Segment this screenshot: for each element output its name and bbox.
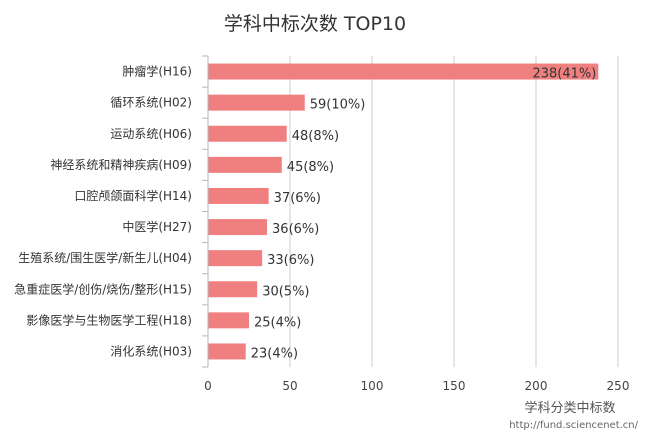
data-label: 45(8%) — [287, 160, 334, 175]
bar — [208, 156, 282, 173]
bar — [208, 312, 249, 329]
y-tick-label: 运动系统(H06) — [110, 127, 192, 141]
bar — [208, 281, 258, 298]
data-label: 59(10%) — [310, 98, 366, 113]
y-tick-label: 急重症医学/创伤/烧伤/整形(H15) — [14, 281, 192, 296]
x-tick-label: 0 — [204, 379, 212, 393]
x-tick-label: 100 — [361, 379, 384, 393]
y-axis — [202, 55, 209, 368]
source-url: http://fund.sciencenet.cn/ — [509, 420, 638, 431]
y-tick-label: 影像医学与生物医学工程(H18) — [26, 312, 192, 327]
y-tick-label: 生殖系统/围生医学/新生儿(H04) — [18, 250, 192, 265]
x-axis-ticks: 0 50 100 150 200 250 — [204, 379, 629, 393]
bar — [208, 187, 269, 204]
y-tick-label: 神经系统和精神疾病(H09) — [50, 157, 192, 172]
value-labels: 238(41%) 59(10%) 48(8%) 45(8%) 37(6%) 36(6%) 3… — [251, 67, 597, 362]
bar — [208, 343, 246, 360]
bar — [208, 250, 263, 267]
bar — [208, 94, 305, 111]
data-label: 36(6%) — [272, 222, 319, 237]
data-label: 33(6%) — [267, 253, 314, 268]
bars — [208, 63, 599, 360]
y-axis-labels: 肿瘤学(H16) 循环系统(H02) 运动系统(H06) 神经系统和精神疾病(H09)… — [14, 64, 192, 359]
x-tick-label: 50 — [282, 379, 297, 393]
y-tick-label: 口腔颅颌面科学(H14) — [74, 188, 192, 203]
y-tick-label: 消化系统(H03) — [110, 344, 192, 358]
grid-lines — [289, 56, 619, 367]
chart-title: 学科中标次数 TOP10 — [224, 13, 406, 35]
x-tick-label: 250 — [607, 379, 630, 393]
x-axis-label: 学科分类中标数 — [524, 400, 615, 416]
y-tick-label: 肿瘤学(H16) — [122, 64, 192, 79]
data-label: 23(4%) — [251, 346, 298, 361]
y-tick-label: 循环系统(H02) — [110, 96, 192, 110]
y-tick-label: 中医学(H27) — [122, 219, 192, 234]
x-tick-label: 200 — [525, 379, 548, 393]
data-label: 30(5%) — [262, 284, 309, 299]
bar — [208, 63, 599, 80]
bar — [208, 219, 268, 236]
data-label: 238(41%) — [532, 67, 596, 82]
data-label: 48(8%) — [292, 129, 339, 144]
data-label: 37(6%) — [274, 191, 321, 206]
x-tick-label: 150 — [443, 379, 466, 393]
data-label: 25(4%) — [254, 315, 301, 330]
bar — [208, 125, 287, 142]
